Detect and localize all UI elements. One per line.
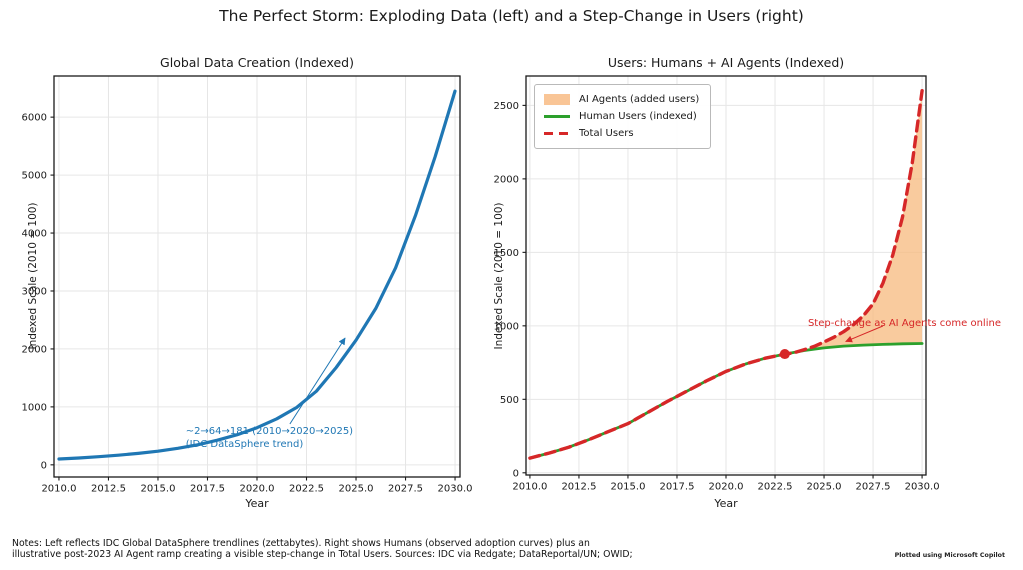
x-tick-label: 2025.0 [339, 484, 374, 495]
x-tick-label: 2012.5 [91, 484, 126, 495]
y-tick-label: 4000 [22, 229, 47, 240]
legend-label: Human Users (indexed) [579, 111, 697, 122]
y-tick-label: 2500 [494, 101, 519, 112]
right-x-axis-label: Year [714, 497, 738, 510]
left-x-axis-label: Year [245, 497, 269, 510]
y-tick-label: 5000 [22, 171, 47, 182]
x-tick-label: 2025.0 [807, 482, 842, 493]
y-tick-label: 500 [500, 395, 519, 406]
x-tick-label: 2027.5 [856, 482, 891, 493]
y-tick-label: 1000 [22, 402, 47, 413]
legend: AI Agents (added users) Human Users (ind… [534, 84, 712, 149]
y-tick-label: 0 [513, 468, 519, 479]
annotation-line: Step-change as AI Agents come online [807, 318, 1001, 330]
x-tick-label: 2015.0 [610, 482, 645, 493]
x-tick-label: 2017.5 [190, 484, 225, 495]
step-change-annotation: Step-change as AI Agents come online [808, 317, 1001, 330]
x-tick-label: 2020.0 [709, 482, 744, 493]
x-tick-label: 2027.5 [388, 484, 423, 495]
footnote-line: illustrative post-2023 AI Agent ramp cre… [12, 549, 633, 561]
dashed-swatch-icon [544, 131, 570, 136]
y-tick-label: 2000 [22, 344, 47, 355]
annotation-line: (IDC DataSphere trend) [185, 439, 304, 451]
x-tick-label: 2022.5 [758, 482, 793, 493]
legend-item-ai-agents: AI Agents (added users) [544, 91, 699, 108]
legend-label: Total Users [579, 128, 634, 139]
x-tick-label: 2010.0 [512, 482, 547, 493]
legend-label: AI Agents (added users) [579, 94, 700, 105]
x-tick-label: 2020.0 [240, 484, 275, 495]
watermark: Plotted using Microsoft Copilot [894, 552, 1005, 559]
y-tick-label: 2000 [494, 174, 519, 185]
x-tick-label: 2012.5 [561, 482, 596, 493]
idc-trend-annotation: ~2→64→181 (2010→2020→2025) (IDC DataSphe… [186, 425, 353, 451]
x-tick-label: 2017.5 [659, 482, 694, 493]
footnotes: Notes: Left reflects IDC Global DataSphe… [12, 538, 633, 561]
y-tick-label: 1500 [494, 248, 519, 259]
x-tick-label: 2030.0 [438, 484, 473, 495]
y-tick-label: 0 [41, 460, 47, 471]
y-tick-label: 1000 [494, 321, 519, 332]
legend-item-total-users: Total Users [544, 125, 699, 142]
area-swatch-icon [544, 94, 570, 105]
y-tick-label: 3000 [22, 286, 47, 297]
x-tick-label: 2030.0 [905, 482, 940, 493]
figure-title: The Perfect Storm: Exploding Data (left)… [219, 7, 804, 25]
y-tick-label: 6000 [22, 113, 47, 124]
right-chart-title: Users: Humans + AI Agents (Indexed) [607, 55, 845, 70]
x-tick-label: 2015.0 [140, 484, 175, 495]
legend-item-human-users: Human Users (indexed) [544, 108, 699, 125]
footnote-line: Notes: Left reflects IDC Global DataSphe… [12, 538, 590, 549]
left-chart-title: Global Data Creation (Indexed) [160, 55, 354, 70]
annotation-line: ~2→64→181 (2010→2020→2025) [185, 426, 354, 438]
line-swatch-icon [544, 114, 570, 119]
x-tick-label: 2022.5 [289, 484, 324, 495]
x-tick-label: 2010.0 [41, 484, 76, 495]
